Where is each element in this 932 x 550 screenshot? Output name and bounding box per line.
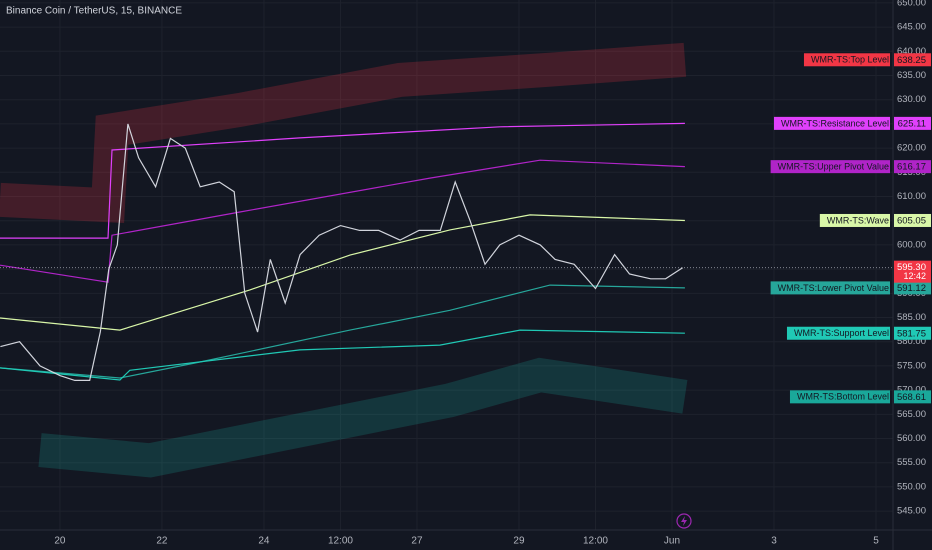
y-tick-label: 575.00 — [897, 360, 926, 371]
x-tick-label: Jun — [664, 536, 680, 547]
y-tick-label: 555.00 — [897, 457, 926, 468]
tag-value-bg — [894, 390, 931, 404]
tag-name: WMR-TS:Wave — [827, 215, 889, 225]
tag-name: WMR-TS:Top Level — [811, 55, 889, 65]
level-line — [0, 122, 685, 239]
x-tick-label: 27 — [411, 536, 423, 547]
countdown: 12:42 — [903, 271, 926, 281]
level-band — [0, 42, 687, 224]
tag-value-bg — [894, 116, 931, 130]
x-tick-label: 20 — [54, 536, 66, 547]
level-tag: WMR-TS:Resistance Level 625.11 — [773, 116, 931, 130]
tag-value-bg — [894, 213, 931, 227]
y-tick-label: 635.00 — [897, 70, 926, 81]
x-tick-label: 3 — [771, 536, 777, 547]
y-tick-label: 610.00 — [897, 191, 926, 202]
x-tick-label: 5 — [873, 536, 879, 547]
x-tick-label: 24 — [258, 536, 270, 547]
tag-value: 616.17 — [897, 162, 926, 173]
tag-value-bg — [894, 160, 931, 174]
tag-name: WMR-TS:Support Level — [794, 328, 889, 338]
y-tick-label: 580.00 — [897, 336, 926, 347]
tag-value: 638.25 — [897, 55, 926, 66]
tag-value-bg — [894, 53, 931, 67]
level-tag: WMR-TS:Lower Pivot Value 591.12 — [770, 281, 931, 295]
icon-circle — [676, 513, 692, 529]
y-tick-label: 630.00 — [897, 94, 926, 105]
level-tag: WMR-TS:Wave 605.05 — [819, 213, 931, 227]
level-tag: WMR-TS:Upper Pivot Value 616.17 — [770, 160, 931, 174]
tag-value: 591.12 — [897, 283, 926, 294]
tag-value-bg — [894, 326, 931, 340]
last-price-value: 595.30 — [897, 262, 926, 273]
level-band — [38, 357, 688, 478]
level-line — [0, 329, 685, 381]
price-line — [0, 123, 683, 381]
tag-name: WMR-TS:Bottom Level — [797, 392, 889, 402]
chart-title: Binance Coin / TetherUS, 15, BINANCE — [6, 6, 182, 17]
y-tick-label: 585.00 — [897, 312, 926, 323]
level-tag: WMR-TS:Support Level 581.75 — [786, 326, 931, 340]
y-tick-label: 650.00 — [897, 0, 926, 8]
tag-value: 581.75 — [897, 328, 926, 339]
tag-name-bg — [789, 390, 890, 404]
y-tick-label: 640.00 — [897, 46, 926, 57]
tag-value-bg — [894, 281, 931, 295]
tag-name: WMR-TS:Upper Pivot Value — [778, 162, 889, 172]
tag-name-bg — [803, 53, 890, 67]
x-tick-label: 22 — [156, 536, 168, 547]
tag-name: WMR-TS:Resistance Level — [781, 118, 889, 128]
y-tick-label: 545.00 — [897, 506, 926, 517]
tag-name-bg — [770, 281, 890, 295]
icon-bolt — [681, 516, 687, 526]
x-tick-label: 12:00 — [328, 536, 353, 547]
tag-value: 625.11 — [898, 118, 926, 129]
y-tick-label: 570.00 — [897, 385, 926, 396]
last-price-bg — [894, 260, 931, 283]
level-line — [0, 214, 685, 331]
tag-value: 568.61 — [897, 392, 926, 403]
tag-name-bg — [786, 326, 890, 340]
y-tick-label: 645.00 — [897, 22, 926, 33]
x-tick-label: 29 — [513, 536, 525, 547]
level-line — [0, 284, 685, 379]
replay-icon[interactable] — [676, 513, 692, 529]
y-tick-label: 600.00 — [897, 239, 926, 250]
y-tick-label: 560.00 — [897, 433, 926, 444]
tag-value: 605.05 — [897, 215, 926, 226]
tag-name-bg — [819, 213, 890, 227]
level-line — [0, 159, 685, 283]
tag-name-bg — [773, 116, 890, 130]
y-tick-label: 565.00 — [897, 409, 926, 420]
grid — [0, 0, 893, 530]
y-tick-label: 620.00 — [897, 143, 926, 154]
tag-name-bg — [770, 160, 890, 174]
x-tick-label: 12:00 — [583, 536, 608, 547]
level-tag: WMR-TS:Bottom Level 568.61 — [789, 390, 931, 404]
y-tick-label: 550.00 — [897, 481, 926, 492]
tag-name: WMR-TS:Lower Pivot Value — [778, 283, 889, 293]
level-tag: WMR-TS:Top Level 638.25 — [803, 53, 931, 67]
